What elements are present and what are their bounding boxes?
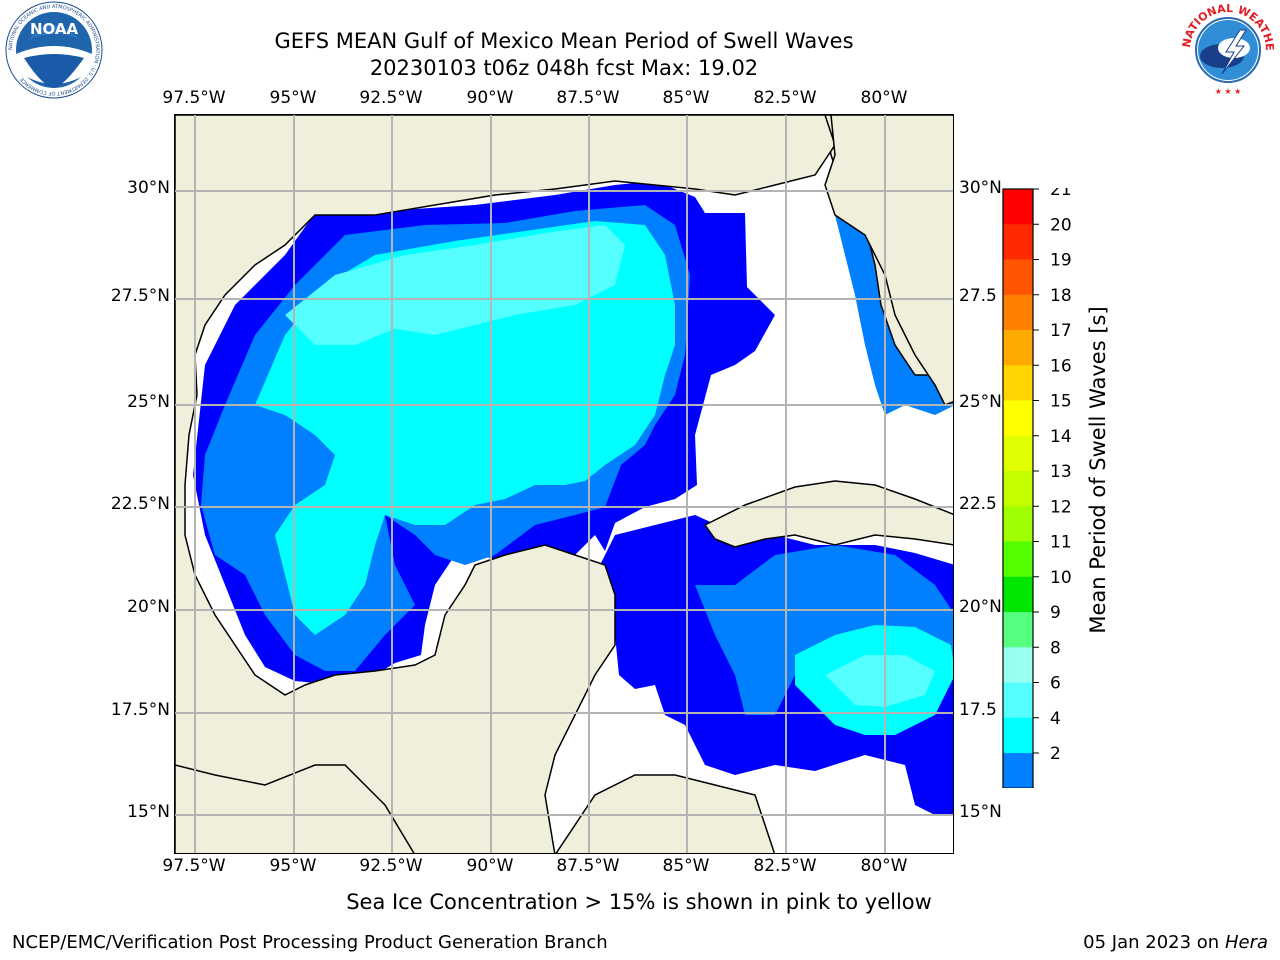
footer-date-text: 05 Jan 2023 on — [1083, 932, 1225, 953]
lon-tick-top-1: 95°W — [269, 88, 317, 108]
colorbar-segment-7 — [1003, 435, 1033, 472]
noaa-logo: NOAA NATIONAL OCEANIC AND ATMOSPHERIC AD… — [2, 0, 106, 104]
lon-tick-bottom-0: 97.5°W — [162, 856, 226, 876]
lat-tick-left-0: 30°N — [127, 178, 170, 198]
lat-tick-right-6: 15°N — [959, 802, 1002, 822]
land-cuba — [703, 480, 953, 548]
colorbar-segment-16 — [1003, 753, 1033, 789]
lon-tick-bottom-6: 82.5°W — [753, 856, 817, 876]
colorbar-segment-9 — [1003, 506, 1033, 542]
lon-tick-bottom-3: 90°W — [466, 856, 514, 876]
colorbar-tick-label-12: 9 — [1050, 603, 1061, 623]
swell-contour-8-east — [825, 655, 935, 707]
colorbar-tick-label-8: 13 — [1050, 462, 1072, 482]
colorbar-segment-12 — [1003, 612, 1033, 648]
colorbar-tick-label-15: 4 — [1050, 709, 1061, 729]
lon-tick-top-6: 82.5°W — [753, 88, 817, 108]
colorbar-tick-label-5: 16 — [1050, 356, 1072, 376]
lat-tick-left-4: 20°N — [127, 597, 170, 617]
colorbar-tick-label-3: 18 — [1050, 286, 1072, 306]
colorbar-tick-label-7: 14 — [1050, 427, 1072, 447]
footer-date: 05 Jan 2023 on Hera — [1083, 932, 1268, 953]
nws-logo: NATIONAL WEATHER SERVICE ★ ★ ★ — [1174, 0, 1278, 100]
lon-tick-bottom-4: 87.5°W — [556, 856, 620, 876]
colorbar-segment-11 — [1003, 576, 1033, 613]
colorbar-segment-14 — [1003, 682, 1033, 719]
colorbar-segment-10 — [1003, 541, 1033, 578]
lon-tick-top-0: 97.5°W — [162, 88, 226, 108]
lat-tick-right-2: 25°N — [959, 392, 1002, 412]
map-panel — [174, 114, 954, 854]
lat-tick-right-3: 22.5 — [959, 494, 997, 514]
colorbar-tick-label-1: 20 — [1050, 215, 1072, 235]
colorbar-segment-15 — [1003, 717, 1033, 754]
colorbar-tick-label-10: 11 — [1050, 533, 1072, 553]
colorbar-tick-label-14: 6 — [1050, 674, 1061, 694]
colorbar-segment-13 — [1003, 647, 1033, 683]
colorbar-tick-label-6: 15 — [1050, 392, 1072, 412]
colorbar-segment-4 — [1003, 330, 1033, 366]
colorbar-segment-6 — [1003, 400, 1033, 437]
chart-title: GEFS MEAN Gulf of Mexico Mean Period of … — [274, 29, 854, 53]
lat-tick-right-1: 27.5 — [959, 286, 997, 306]
graticule — [175, 115, 953, 853]
gulf-swell-field — [193, 181, 953, 815]
colorbar-tick-label-13: 8 — [1050, 638, 1061, 658]
colorbar-segment-8 — [1003, 471, 1033, 507]
lon-tick-bottom-5: 85°W — [662, 856, 710, 876]
colorbar-segment-0 — [1003, 189, 1033, 225]
colorbar-tick-label-16: 2 — [1050, 744, 1061, 764]
colorbar-tick-label-4: 17 — [1050, 321, 1072, 341]
colorbar-segment-2 — [1003, 259, 1033, 296]
footer-credit: NCEP/EMC/Verification Post Processing Pr… — [12, 932, 608, 953]
lat-tick-left-2: 25°N — [127, 392, 170, 412]
land-florida — [824, 115, 953, 406]
lon-tick-bottom-2: 92.5°W — [359, 856, 423, 876]
lat-tick-right-0: 30°N — [959, 178, 1002, 198]
svg-text:NOAA: NOAA — [30, 20, 79, 38]
footer-host: Hera — [1224, 932, 1268, 953]
colorbar-tick-label-0: 21 — [1050, 188, 1072, 200]
chart-subtitle: 20230103 t06z 048h fcst Max: 19.02 — [369, 56, 759, 80]
lat-tick-right-4: 20°N — [959, 597, 1002, 617]
colorbar-segment-1 — [1003, 224, 1033, 260]
colorbar-tick-label-11: 10 — [1050, 568, 1072, 588]
lon-tick-bottom-7: 80°W — [860, 856, 908, 876]
svg-text:★ ★ ★: ★ ★ ★ — [1215, 87, 1242, 96]
colorbar-segment-3 — [1003, 294, 1033, 331]
lat-tick-right-5: 17.5 — [959, 700, 997, 720]
lat-tick-left-1: 27.5°N — [110, 286, 170, 306]
lat-tick-left-3: 22.5°N — [110, 494, 170, 514]
sea-ice-note: Sea Ice Concentration > 15% is shown in … — [346, 890, 932, 914]
lon-tick-top-4: 87.5°W — [556, 88, 620, 108]
colorbar-segment-5 — [1003, 365, 1033, 401]
lat-tick-left-5: 17.5°N — [110, 700, 170, 720]
colorbar-label: Mean Period of Swell Waves [s] — [1086, 306, 1110, 634]
lon-tick-top-3: 90°W — [466, 88, 514, 108]
lon-tick-top-2: 92.5°W — [359, 88, 423, 108]
map-plot — [175, 115, 953, 853]
lon-tick-bottom-1: 95°W — [269, 856, 317, 876]
lon-tick-top-7: 80°W — [860, 88, 908, 108]
colorbar-tick-label-2: 19 — [1050, 251, 1072, 271]
lon-tick-top-5: 85°W — [662, 88, 710, 108]
lat-tick-left-6: 15°N — [127, 802, 170, 822]
colorbar-tick-label-9: 12 — [1050, 497, 1072, 517]
colorbar: 21 20 19 18 17 16 15 14 13 12 11 10 9 8 6 4 2 — [1002, 180, 1072, 818]
colorbar-svg: 21 20 19 18 17 16 15 14 13 12 11 10 9 8 6 4 2 — [1002, 180, 1072, 818]
swell-contour-8-9 — [285, 225, 625, 345]
